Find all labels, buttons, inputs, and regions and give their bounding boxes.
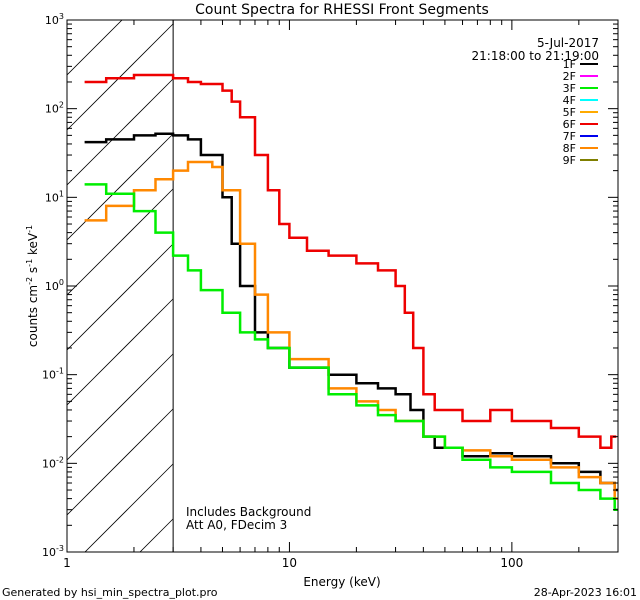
annotation-attenuator: Att A0, FDecim 3 [186, 518, 287, 532]
series-layer [84, 73, 618, 511]
hatch-line [139, 518, 174, 552]
hatch-line [67, 23, 174, 131]
y-axis-tick-labels: 103 102 101 100 10-1 10-2 10-3 [42, 12, 64, 559]
date-label: 5-Jul-2017 [537, 36, 599, 50]
x-tick-label: 100 [500, 556, 523, 570]
series-line-8F [84, 160, 618, 500]
legend-label-8F: 8F [563, 142, 576, 155]
footer-timestamp: 28-Apr-2023 16:01 [534, 586, 637, 599]
hatch-line [67, 78, 174, 186]
y-tick-label: 10-2 [42, 455, 64, 470]
footer-generator: Generated by hsi_min_spectra_plot.pro [2, 586, 218, 599]
y-label-part: counts cm [26, 285, 40, 347]
legend-label-3F: 3F [563, 82, 576, 95]
series-line-6F [84, 73, 617, 449]
series-line-3F [84, 183, 618, 511]
legend-label-4F: 4F [563, 94, 576, 107]
annotation-includes-background: Includes Background [186, 505, 311, 519]
hatch-line [67, 243, 174, 351]
y-tick-label: 102 [45, 101, 64, 116]
y-tick-label: 10-1 [42, 367, 64, 382]
y-axis-label: counts cm-2 s-1 keV-1 [25, 225, 40, 347]
y-tick-label: 100 [45, 278, 64, 293]
x-tick-label: 10 [282, 556, 297, 570]
y-label-exponent: -2 [25, 277, 34, 285]
hatch-line [67, 133, 174, 241]
y-axis-ticks [67, 19, 618, 553]
y-tick-label: 103 [45, 12, 64, 27]
y-label-part: s [26, 267, 40, 277]
chart-title: Count Spectra for RHESSI Front Segments [195, 2, 489, 18]
legend-label-1F: 1F [563, 58, 576, 71]
hatch-line [67, 20, 68, 21]
x-axis-tick-labels: 1 10 100 [63, 556, 523, 570]
legend-label-2F: 2F [563, 70, 576, 83]
y-label-part: keV [26, 232, 40, 259]
x-axis-label: Energy (keV) [303, 575, 380, 589]
hatch-line [67, 353, 174, 461]
y-tick-label: 101 [45, 189, 64, 204]
hatch-line [84, 463, 174, 552]
legend-label-9F: 9F [563, 154, 576, 167]
legend-label-5F: 5F [563, 106, 576, 119]
hatch-line [67, 298, 174, 406]
series-line-1F [84, 132, 618, 492]
y-tick-label: 10-3 [42, 544, 64, 559]
hatch-line [67, 408, 174, 516]
y-label-exponent: -1 [25, 225, 34, 233]
y-label-exponent: -1 [25, 259, 34, 267]
legend-label-7F: 7F [563, 130, 576, 143]
legend-label-6F: 6F [563, 118, 576, 131]
hatch-line [67, 188, 174, 296]
x-tick-label: 1 [63, 556, 71, 570]
hatched-region [67, 20, 174, 552]
hatch-line [67, 20, 123, 76]
x-axis-ticks [66, 20, 619, 552]
time-range-label: 21:18:00 to 21:19:00 [472, 49, 599, 63]
